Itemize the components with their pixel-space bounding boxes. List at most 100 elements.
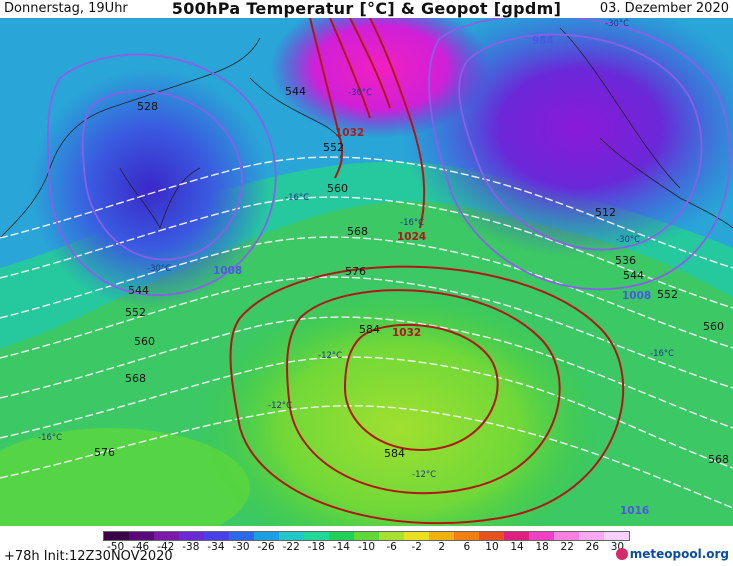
pressure-label: 1032: [392, 327, 421, 339]
colorbar-swatch: [404, 532, 429, 540]
colorbar-tick-label: -26: [257, 541, 275, 553]
colorbar-swatch: [154, 532, 179, 540]
geopotential-label: 576: [94, 446, 115, 459]
colorbar-swatch: [379, 532, 404, 540]
colorbar-swatch: [354, 532, 379, 540]
high-pressure-contours: [229, 18, 624, 525]
temperature-label: -30°C: [605, 19, 629, 29]
colorbar-swatch: [204, 532, 229, 540]
pressure-label: 984: [532, 35, 554, 47]
pressure-label: 1016: [620, 505, 649, 517]
geopotential-label: 528: [137, 100, 158, 113]
geopotential-label: 576: [345, 265, 366, 278]
temperature-isotherms: [0, 156, 733, 509]
forecast-date: 03. Dezember 2020: [599, 1, 729, 16]
colorbar-tick-label: -6: [386, 541, 397, 553]
temperature-label: -16°C: [650, 349, 674, 359]
geopotential-label: 560: [703, 320, 724, 333]
colorbar-swatch: [579, 532, 604, 540]
colorbar-tick-label: -18: [307, 541, 325, 553]
colorbar-swatch: [329, 532, 354, 540]
colorbar-tick-label: -34: [207, 541, 225, 553]
run-info: +78h Init:12Z30NOV2020: [4, 549, 173, 564]
logo-text: meteopool.org: [629, 547, 729, 561]
geopotential-label: 584: [359, 323, 380, 336]
temperature-label: -12°C: [268, 401, 292, 411]
temperature-label-layer: -36°C -30°C -16°C -16°C -12°C -12°C -12°…: [38, 19, 674, 480]
colorbar-tick-label: 2: [438, 541, 446, 553]
geopotential-label-layer: 528 544 552 560 568 576 584 584 536 544 …: [94, 85, 729, 466]
temperature-label: -30°C: [147, 264, 171, 274]
colorbar-tick-label: 26: [585, 541, 600, 553]
warm-zone-southwest: [0, 428, 250, 526]
colorbar-tick-label: -2: [411, 541, 422, 553]
colorbar-tick-label: -14: [332, 541, 350, 553]
colorbar-swatch: [429, 532, 454, 540]
colorbar-swatch: [604, 532, 629, 540]
colorbar-swatch: [179, 532, 204, 540]
geopotential-label: 568: [125, 372, 146, 385]
geopotential-label: 584: [384, 447, 405, 460]
colorbar-tick-label: -42: [157, 541, 175, 553]
forecast-time: Donnerstag, 19Uhr: [4, 1, 128, 16]
colorbar-tick-label: -50: [106, 541, 125, 553]
forecast-map: 528 544 552 560 568 576 584 584 536 544 …: [0, 18, 733, 526]
meteopool-logo[interactable]: meteopool.org: [615, 547, 729, 561]
geopotential-label: 544: [128, 284, 149, 297]
geopotential-label: 552: [323, 141, 344, 154]
colorbar-swatch: [529, 532, 554, 540]
colorbar-swatch: [279, 532, 304, 540]
geopotential-label: 544: [285, 85, 306, 98]
colorbar-tick-label: 14: [510, 541, 524, 553]
colorbar-swatch: [104, 532, 129, 540]
pressure-label: 1032: [335, 127, 364, 139]
geopotential-label: 544: [623, 269, 644, 282]
colorbar-swatch: [554, 532, 579, 540]
colorbar-tick-label: 18: [535, 541, 549, 553]
colorbar-swatch: [254, 532, 279, 540]
meteopool-globe-icon: [615, 548, 628, 560]
colorbar-tick-label: 6: [463, 541, 471, 553]
geopotential-label: 512: [595, 206, 616, 219]
warm-high-zone: [200, 288, 600, 526]
colorbar-tick-label: -10: [357, 541, 376, 553]
temperature-label: -16°C: [38, 433, 62, 443]
colorbar-tick-label: -46: [132, 541, 150, 553]
temperature-label: -16°C: [285, 193, 309, 203]
temperature-label: -30°C: [616, 235, 640, 245]
temperature-label: -36°C: [348, 88, 372, 98]
colorbar-swatch: [454, 532, 479, 540]
header: Donnerstag, 19Uhr 500hPa Temperatur [°C]…: [0, 0, 733, 18]
temperature-label: -16°C: [400, 218, 424, 228]
pressure-label: 1008: [213, 265, 242, 277]
pressure-label: 1024: [397, 231, 426, 243]
temperature-label: -12°C: [412, 470, 436, 480]
colorbar-swatch: [479, 532, 504, 540]
geopotential-label: 552: [657, 288, 678, 301]
colorbar-tick-label: -38: [182, 541, 200, 553]
geopotential-label: 568: [347, 225, 368, 238]
pressure-label: 1008: [622, 290, 651, 302]
geopotential-contours: [46, 18, 731, 296]
colorbar-tick-label: -30: [232, 541, 250, 553]
pressure-label-layer-blue: 1008 1008 984 1016: [213, 35, 651, 517]
geopotential-label: 552: [125, 306, 146, 319]
colorbar-swatch: [229, 532, 254, 540]
geopotential-label: 536: [615, 254, 636, 267]
colorbar-labels: -50 -46 -42 -38 -34 -30 -26 -22 -18 -14 -10 -6 -2 2 6 1…: [103, 541, 630, 554]
colorbar-tick-label: 22: [560, 541, 574, 553]
geopotential-label: 560: [134, 335, 155, 348]
pressure-label-layer: 1032 1024 1032: [335, 127, 426, 339]
cold-low-west: [30, 68, 270, 308]
colorbar-swatch: [129, 532, 154, 540]
temperature-colorbar: [103, 531, 630, 541]
colorbar-tick-label: 10: [485, 541, 499, 553]
colorbar-swatch: [304, 532, 329, 540]
colorbar-tick-label: -22: [282, 541, 300, 553]
geopotential-label: 568: [708, 453, 729, 466]
map-title: 500hPa Temperatur [°C] & Geopot [gpdm]: [171, 0, 562, 18]
colorbar-swatch: [504, 532, 529, 540]
geopotential-label: 560: [327, 182, 348, 195]
temperature-label: -12°C: [318, 351, 342, 361]
